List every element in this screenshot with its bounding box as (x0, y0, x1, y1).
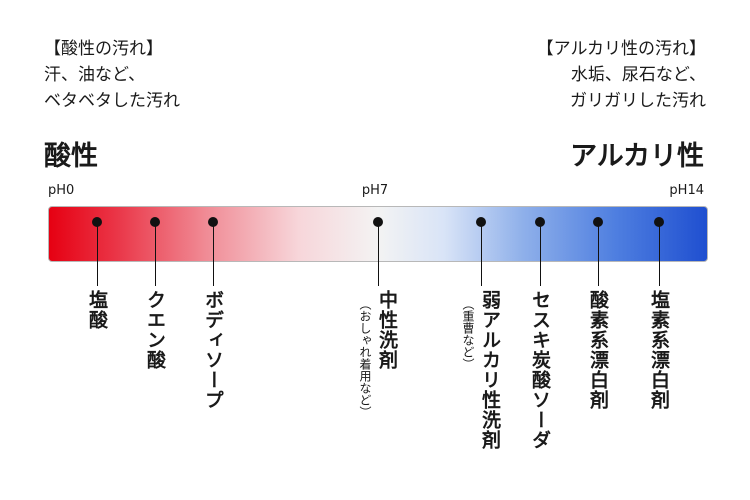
marker-label: 酸素系漂白剤 (587, 290, 609, 410)
marker-line (480, 226, 482, 286)
marker-dot (373, 217, 383, 227)
marker-line (96, 226, 98, 286)
marker-label: セスキ炭酸ソーダ (529, 290, 551, 450)
marker-line (539, 226, 541, 286)
ph-14-label: pH14 (669, 183, 704, 198)
marker-dot (208, 217, 218, 227)
marker-label: 塩素系漂白剤 (648, 290, 670, 410)
marker-dot (150, 217, 160, 227)
alkaline-heading: アルカリ性 (570, 141, 704, 172)
marker-dot (654, 217, 664, 227)
ph-0-label: pH0 (48, 183, 75, 198)
marker-line (154, 226, 156, 286)
marker-label: ボディソープ (202, 290, 224, 410)
marker-dot (593, 217, 603, 227)
marker-dot (92, 217, 102, 227)
alkaline-stain-note: 【アルカリ性の汚れ】 水垢、尿石など、 ガリガリした汚れ (537, 36, 706, 114)
marker-line (377, 226, 379, 286)
acid-stain-line-1: 汗、油など、 (44, 65, 146, 85)
marker-dot (476, 217, 486, 227)
ph-7-label: pH7 (361, 183, 389, 198)
alkaline-stain-title: 【アルカリ性の汚れ】 (536, 39, 706, 59)
alkaline-stain-line-1: 水垢、尿石など、 (570, 65, 706, 85)
marker-label: クエン酸 (144, 290, 166, 370)
marker-label: 塩酸 (86, 290, 108, 330)
marker-label-group: 中性洗剤 （おしゃれ着用など） (357, 290, 399, 418)
acid-stain-note: 【酸性の汚れ】 汗、油など、 ベタベタした汚れ (44, 36, 180, 114)
acid-stain-line-2: ベタベタした汚れ (44, 91, 180, 111)
marker-label: 弱アルカリ性洗剤 (479, 290, 501, 450)
alkaline-stain-line-2: ガリガリした汚れ (570, 91, 706, 111)
marker-sublabel: （重曹など） (461, 298, 475, 370)
marker-line (597, 226, 599, 286)
marker-label-group: 弱アルカリ性洗剤 （重曹など） (460, 290, 502, 450)
marker-line (658, 226, 660, 286)
marker-label: 中性洗剤 (376, 290, 398, 370)
acid-heading: 酸性 (44, 141, 98, 172)
acid-stain-title: 【酸性の汚れ】 (44, 39, 163, 59)
marker-sublabel: （おしゃれ着用など） (358, 298, 372, 418)
marker-dot (535, 217, 545, 227)
marker-line (212, 226, 214, 286)
